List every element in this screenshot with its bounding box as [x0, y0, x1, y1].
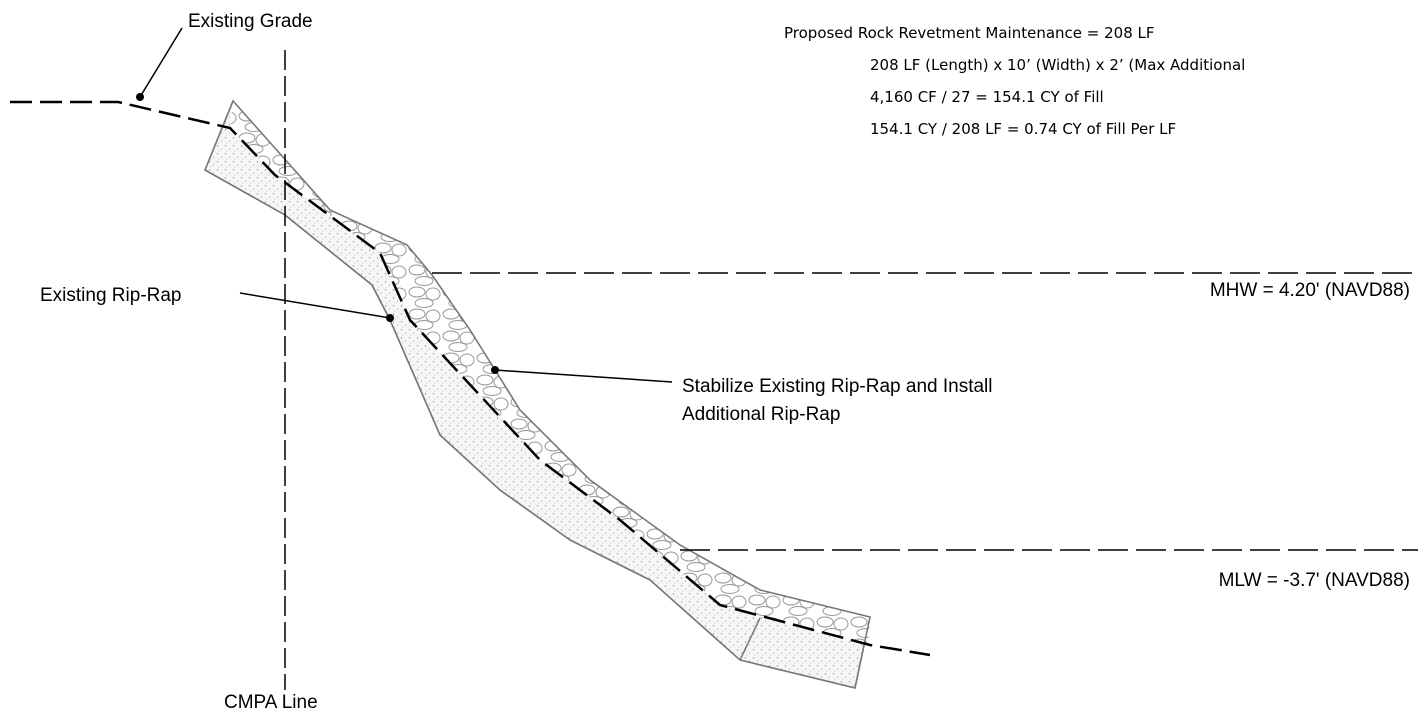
- note: 4,160 CF / 27 = 154.1 CY of Fill: [870, 88, 1104, 106]
- cmpa-label: CMPA Line: [224, 692, 318, 713]
- existing-grade-label: Existing Grade: [188, 11, 313, 32]
- end-cap: [739, 617, 761, 661]
- stabilize-label: Stabilize Existing Rip-Rap and Install: [682, 376, 993, 397]
- mlw-label: MLW = -3.7' (NAVD88): [1219, 570, 1410, 591]
- note: 154.1 CY / 208 LF = 0.74 CY of Fill Per …: [870, 120, 1176, 138]
- leader-dot: [136, 93, 144, 101]
- leader-dot: [491, 366, 499, 374]
- leader-dot: [386, 314, 394, 322]
- leader: [239, 292, 391, 319]
- leader: [139, 27, 183, 98]
- mhw-label: MHW = 4.20' (NAVD88): [1210, 280, 1410, 301]
- leader: [494, 369, 673, 383]
- existing-rip-rap-label: Existing Rip-Rap: [40, 285, 182, 306]
- rip-rap-outline: [204, 99, 871, 689]
- existing-grade-line: [10, 100, 931, 657]
- note: Proposed Rock Revetment Maintenance = 20…: [784, 24, 1155, 42]
- stabilize-label: Additional Rip-Rap: [682, 404, 840, 425]
- note: 208 LF (Length) x 10’ (Width) x 2’ (Max …: [870, 56, 1245, 74]
